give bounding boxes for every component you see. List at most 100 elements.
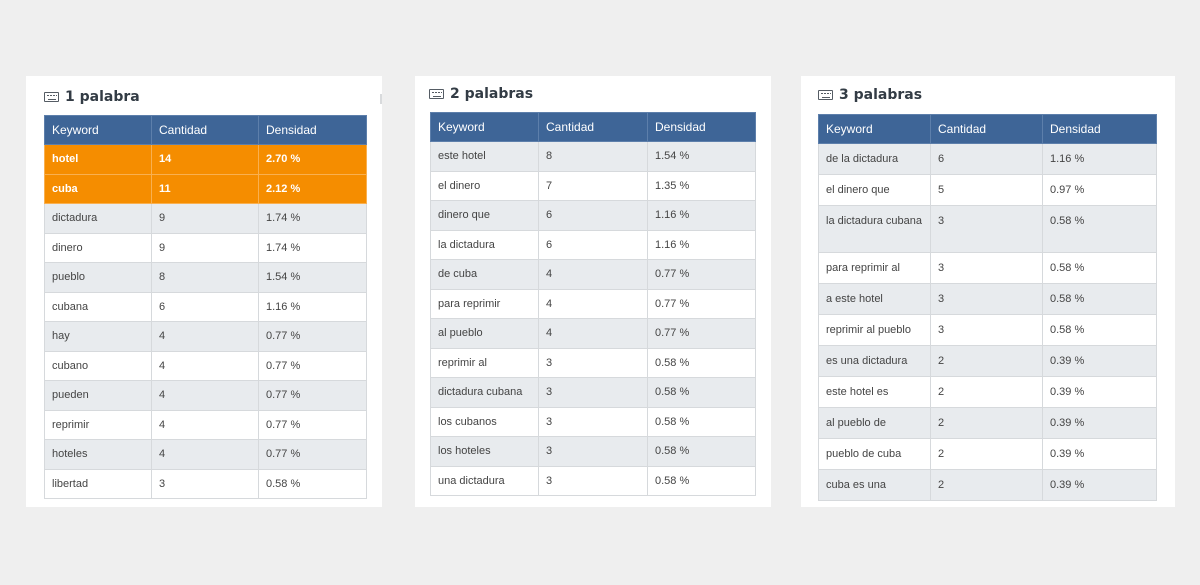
count-cell: 4 xyxy=(151,439,259,470)
table-row: de cuba 4 0.77 % xyxy=(430,259,756,290)
count-cell: 3 xyxy=(930,205,1043,253)
keyword-table: Keyword Cantidad Densidad de la dictadur… xyxy=(818,114,1157,501)
count-cell: 4 xyxy=(151,409,259,440)
count-cell: 8 xyxy=(151,262,259,293)
column-header-cantidad[interactable]: Cantidad xyxy=(930,114,1043,144)
density-cell: 0.77 % xyxy=(647,318,756,349)
keyword-card-3-words: 3 palabras Keyword Cantidad Densidad de … xyxy=(801,76,1175,507)
count-cell: 6 xyxy=(538,229,648,260)
keyword-cell: al pueblo de xyxy=(818,407,931,439)
density-cell: 1.54 % xyxy=(647,141,756,172)
column-header-densidad[interactable]: Densidad xyxy=(647,112,756,142)
column-header-densidad[interactable]: Densidad xyxy=(1042,114,1157,144)
column-header-cantidad[interactable]: Cantidad xyxy=(538,112,648,142)
keyword-cell: los cubanos xyxy=(430,406,539,437)
count-cell: 4 xyxy=(538,259,648,290)
keyword-cell: dictadura cubana xyxy=(430,377,539,408)
table-row: el dinero que 5 0.97 % xyxy=(818,174,1157,206)
card-title: 2 palabras xyxy=(429,86,533,102)
column-header-keyword[interactable]: Keyword xyxy=(44,115,152,145)
keyword-cell: hay xyxy=(44,321,152,352)
density-cell: 1.74 % xyxy=(258,203,367,234)
keyword-cell: cuba xyxy=(44,173,152,204)
table-row: dinero 9 1.74 % xyxy=(44,232,367,263)
table-row: para reprimir 4 0.77 % xyxy=(430,288,756,319)
table-row: los cubanos 3 0.58 % xyxy=(430,406,756,437)
keyword-cell: el dinero xyxy=(430,170,539,201)
density-cell: 0.77 % xyxy=(258,380,367,411)
density-cell: 2.70 % xyxy=(258,144,367,175)
count-cell: 4 xyxy=(151,380,259,411)
keyword-cell: para reprimir xyxy=(430,288,539,319)
count-cell: 4 xyxy=(151,350,259,381)
keyword-cell: pueden xyxy=(44,380,152,411)
keyword-cell: al pueblo xyxy=(430,318,539,349)
count-cell: 9 xyxy=(151,232,259,263)
keyword-cell: cubano xyxy=(44,350,152,381)
keyword-cell: este hotel es xyxy=(818,376,931,408)
density-cell: 0.77 % xyxy=(258,350,367,381)
table-row: dictadura 9 1.74 % xyxy=(44,203,367,234)
keyword-cell: este hotel xyxy=(430,141,539,172)
table-row: para reprimir al 3 0.58 % xyxy=(818,252,1157,284)
density-cell: 2.12 % xyxy=(258,173,367,204)
density-cell: 0.58 % xyxy=(647,436,756,467)
density-cell: 1.35 % xyxy=(647,170,756,201)
count-cell: 4 xyxy=(538,318,648,349)
table-row: este hotel es 2 0.39 % xyxy=(818,376,1157,408)
column-header-keyword[interactable]: Keyword xyxy=(818,114,931,144)
table-row: cubana 6 1.16 % xyxy=(44,291,367,322)
column-header-cantidad[interactable]: Cantidad xyxy=(151,115,259,145)
keyword-cell: reprimir al xyxy=(430,347,539,378)
table-row: al pueblo 4 0.77 % xyxy=(430,318,756,349)
table-row: hoteles 4 0.77 % xyxy=(44,439,367,470)
keyword-cell: pueblo xyxy=(44,262,152,293)
count-cell: 7 xyxy=(538,170,648,201)
density-cell: 0.39 % xyxy=(1042,438,1157,470)
column-header-keyword[interactable]: Keyword xyxy=(430,112,539,142)
card-title: 1 palabra xyxy=(44,89,140,105)
column-header-densidad[interactable]: Densidad xyxy=(258,115,367,145)
card-title-text: 2 palabras xyxy=(450,86,534,102)
count-cell: 3 xyxy=(538,347,648,378)
table-row: cuba 11 2.12 % xyxy=(44,173,367,204)
density-cell: 0.77 % xyxy=(258,439,367,470)
keyword-cell: libertad xyxy=(44,468,152,499)
density-cell: 1.16 % xyxy=(647,229,756,260)
table-header-row: Keyword Cantidad Densidad xyxy=(818,114,1157,144)
count-cell: 3 xyxy=(538,377,648,408)
keyword-cell: pueblo de cuba xyxy=(818,438,931,470)
keyboard-icon xyxy=(818,90,833,100)
keyword-cell: cuba es una xyxy=(818,469,931,501)
density-cell: 0.39 % xyxy=(1042,345,1157,377)
count-cell: 6 xyxy=(930,143,1043,175)
keyword-cell: los hoteles xyxy=(430,436,539,467)
table-row: reprimir al pueblo 3 0.58 % xyxy=(818,314,1157,346)
table-row: hay 4 0.77 % xyxy=(44,321,367,352)
table-row: la dictadura 6 1.16 % xyxy=(430,229,756,260)
count-cell: 4 xyxy=(538,288,648,319)
keyboard-icon xyxy=(429,89,444,99)
keyword-cell: a este hotel xyxy=(818,283,931,315)
table-row: pueblo de cuba 2 0.39 % xyxy=(818,438,1157,470)
card-title-text: 1 palabra xyxy=(65,89,140,105)
count-cell: 6 xyxy=(538,200,648,231)
table-row: el dinero 7 1.35 % xyxy=(430,170,756,201)
keyword-cell: el dinero que xyxy=(818,174,931,206)
keyword-cell: para reprimir al xyxy=(818,252,931,284)
keyword-cell: de cuba xyxy=(430,259,539,290)
density-cell: 1.16 % xyxy=(1042,143,1157,175)
keyword-cell: de la dictadura xyxy=(818,143,931,175)
density-cell: 0.97 % xyxy=(1042,174,1157,206)
table-row: reprimir al 3 0.58 % xyxy=(430,347,756,378)
keyword-card-1-word: 1 palabra Keyword Cantidad Densidad hote… xyxy=(26,76,382,507)
card-edge-divider xyxy=(380,94,382,104)
density-cell: 0.77 % xyxy=(647,259,756,290)
count-cell: 9 xyxy=(151,203,259,234)
density-cell: 0.58 % xyxy=(647,465,756,496)
density-cell: 0.39 % xyxy=(1042,376,1157,408)
count-cell: 3 xyxy=(538,406,648,437)
density-cell: 0.39 % xyxy=(1042,407,1157,439)
table-row: dinero que 6 1.16 % xyxy=(430,200,756,231)
keyword-cell: la dictadura xyxy=(430,229,539,260)
